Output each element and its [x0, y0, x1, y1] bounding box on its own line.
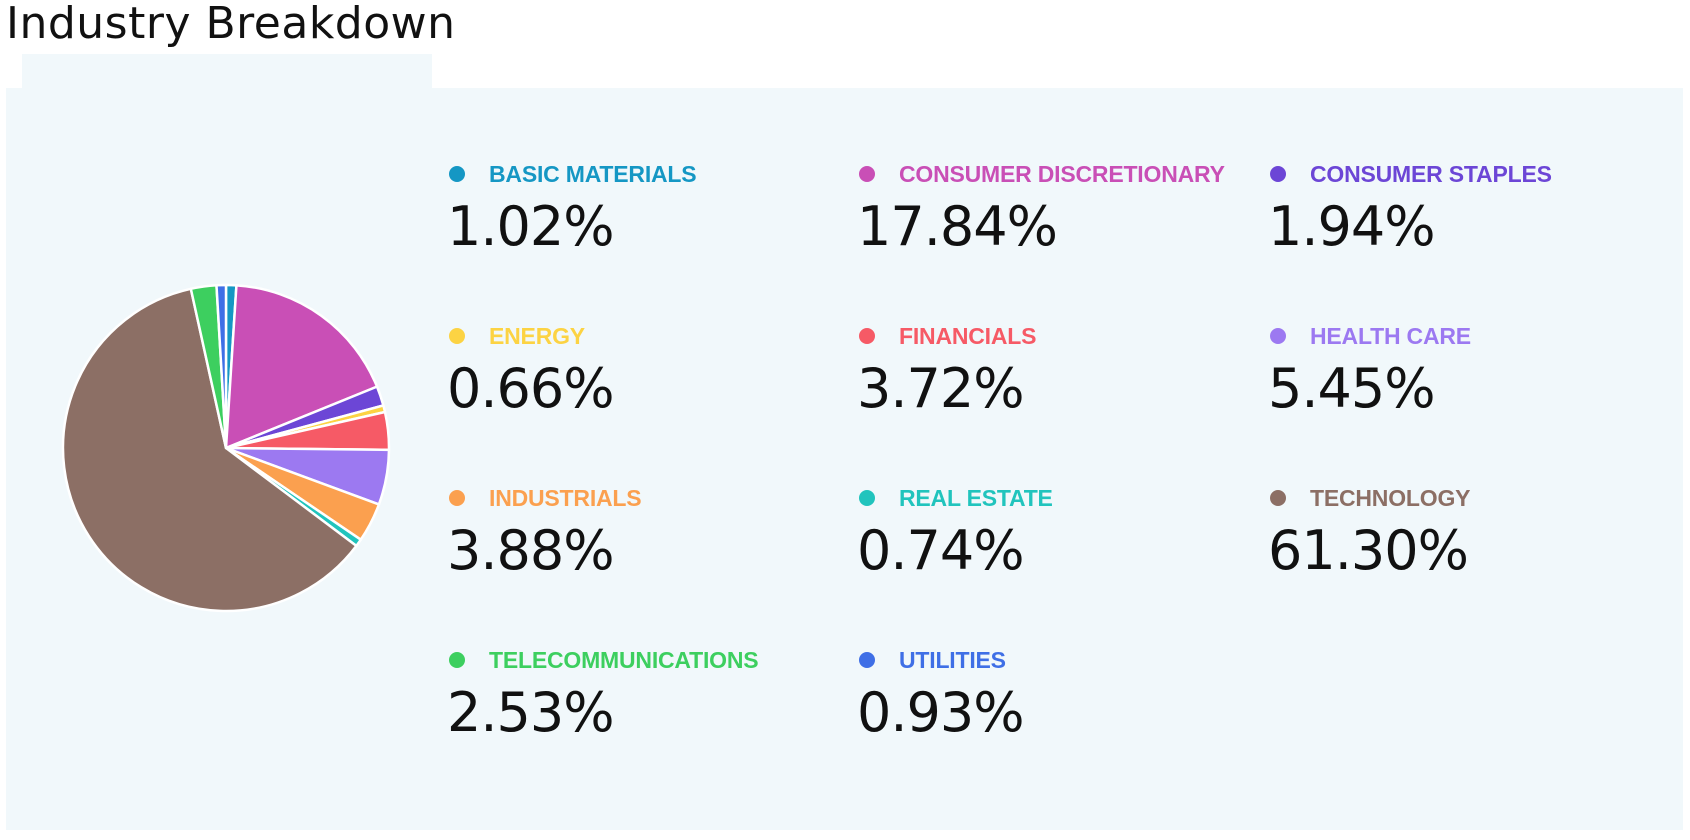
legend-label: ENERGY: [489, 323, 585, 349]
page-title: Industry Breakdown: [6, 0, 456, 49]
legend-dot: [859, 166, 875, 182]
legend-value: 5.45%: [1268, 357, 1436, 420]
legend-dot: [859, 490, 875, 506]
pie-slice-utilities[interactable]: [215, 283, 228, 450]
legend-label: REAL ESTATE: [899, 485, 1053, 511]
legend-label: TECHNOLOGY: [1310, 485, 1471, 511]
legend-value: 3.88%: [447, 519, 615, 582]
legend-label: CONSUMER STAPLES: [1310, 161, 1552, 187]
legend-value: 61.30%: [1268, 519, 1469, 582]
legend-item-basic-materials[interactable]: BASIC MATERIALS 1.02%: [447, 156, 849, 296]
legend-value: 1.02%: [447, 195, 615, 258]
legend-dot: [449, 490, 465, 506]
legend-value: 17.84%: [857, 195, 1058, 258]
legend-dot: [449, 166, 465, 182]
legend-dot: [449, 328, 465, 344]
panel-tab-notch: [22, 54, 432, 90]
legend-item-consumer-discretionary[interactable]: CONSUMER DISCRETIONARY 17.84%: [857, 156, 1259, 296]
pie-chart: [61, 283, 391, 613]
industry-breakdown-panel: BASIC MATERIALS 1.02% CONSUMER DISCRETIONA…: [6, 88, 1683, 830]
legend-value: 0.74%: [857, 519, 1025, 582]
legend-value: 2.53%: [447, 681, 615, 744]
legend-dot: [859, 328, 875, 344]
legend-value: 1.94%: [1268, 195, 1436, 258]
legend-item-utilities[interactable]: UTILITIES 0.93%: [857, 642, 1259, 782]
pie-slice-consumer-discretionary[interactable]: [224, 284, 379, 450]
legend-label: BASIC MATERIALS: [489, 161, 697, 187]
legend-item-health-care[interactable]: HEALTH CARE 5.45%: [1268, 318, 1670, 458]
pie-slice-technology[interactable]: [61, 287, 358, 613]
legend-item-energy[interactable]: ENERGY 0.66%: [447, 318, 849, 458]
legend-label: INDUSTRIALS: [489, 485, 642, 511]
legend-label: UTILITIES: [899, 647, 1006, 673]
legend-item-industrials[interactable]: INDUSTRIALS 3.88%: [447, 480, 849, 620]
legend-item-consumer-staples[interactable]: CONSUMER STAPLES 1.94%: [1268, 156, 1670, 296]
legend-label: HEALTH CARE: [1310, 323, 1471, 349]
legend-dot: [859, 652, 875, 668]
legend-dot: [1270, 328, 1286, 344]
legend-value: 0.93%: [857, 681, 1025, 744]
legend-label: TELECOMMUNICATIONS: [489, 647, 759, 673]
legend-item-financials[interactable]: FINANCIALS 3.72%: [857, 318, 1259, 458]
legend-value: 3.72%: [857, 357, 1025, 420]
legend-value: 0.66%: [447, 357, 615, 420]
legend-dot: [1270, 166, 1286, 182]
legend-item-telecommunications[interactable]: TELECOMMUNICATIONS 2.53%: [447, 642, 849, 782]
legend-label: FINANCIALS: [899, 323, 1037, 349]
legend-dot: [1270, 490, 1286, 506]
legend-dot: [449, 652, 465, 668]
legend-item-technology[interactable]: TECHNOLOGY 61.30%: [1268, 480, 1670, 620]
legend-item-real-estate[interactable]: REAL ESTATE 0.74%: [857, 480, 1259, 620]
legend-label: CONSUMER DISCRETIONARY: [899, 161, 1225, 187]
